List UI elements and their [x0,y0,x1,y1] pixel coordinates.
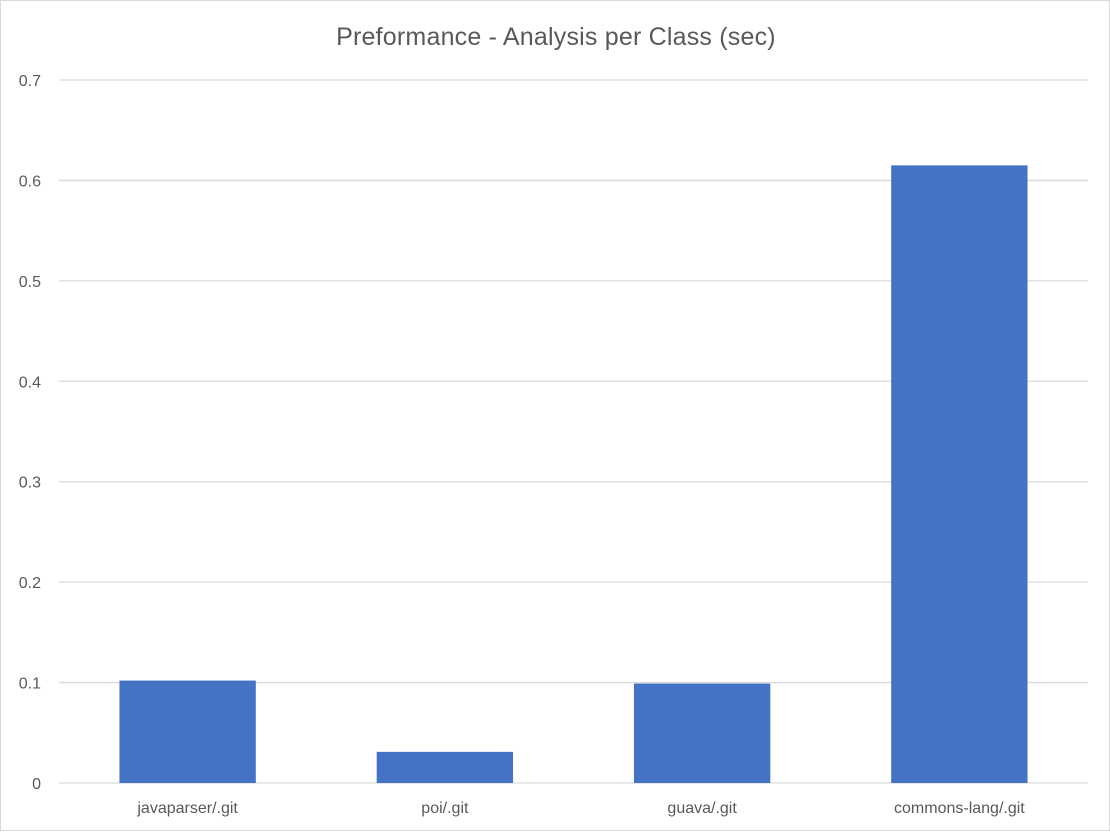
bar [376,751,514,783]
y-tick-label: 0.3 [19,475,41,492]
chart-title: Preformance - Analysis per Class (sec) [336,23,776,51]
y-tick-label: 0.2 [19,575,41,592]
bar [119,680,256,783]
x-tick-label: poi/.git [421,800,469,817]
y-tick-label: 0.7 [19,73,41,90]
y-tick-label: 0.6 [19,173,41,190]
y-tick-label: 0.5 [19,274,41,291]
y-tick-label: 0 [32,776,41,793]
bar [891,165,1028,784]
y-tick-label: 0.1 [19,676,41,693]
y-tick-label: 0.4 [19,374,41,391]
x-tick-label: javaparser/.git [136,800,238,817]
x-tick-label: guava/.git [667,800,737,817]
x-tick-label: commons-lang/.git [894,800,1025,817]
bar [633,683,771,783]
